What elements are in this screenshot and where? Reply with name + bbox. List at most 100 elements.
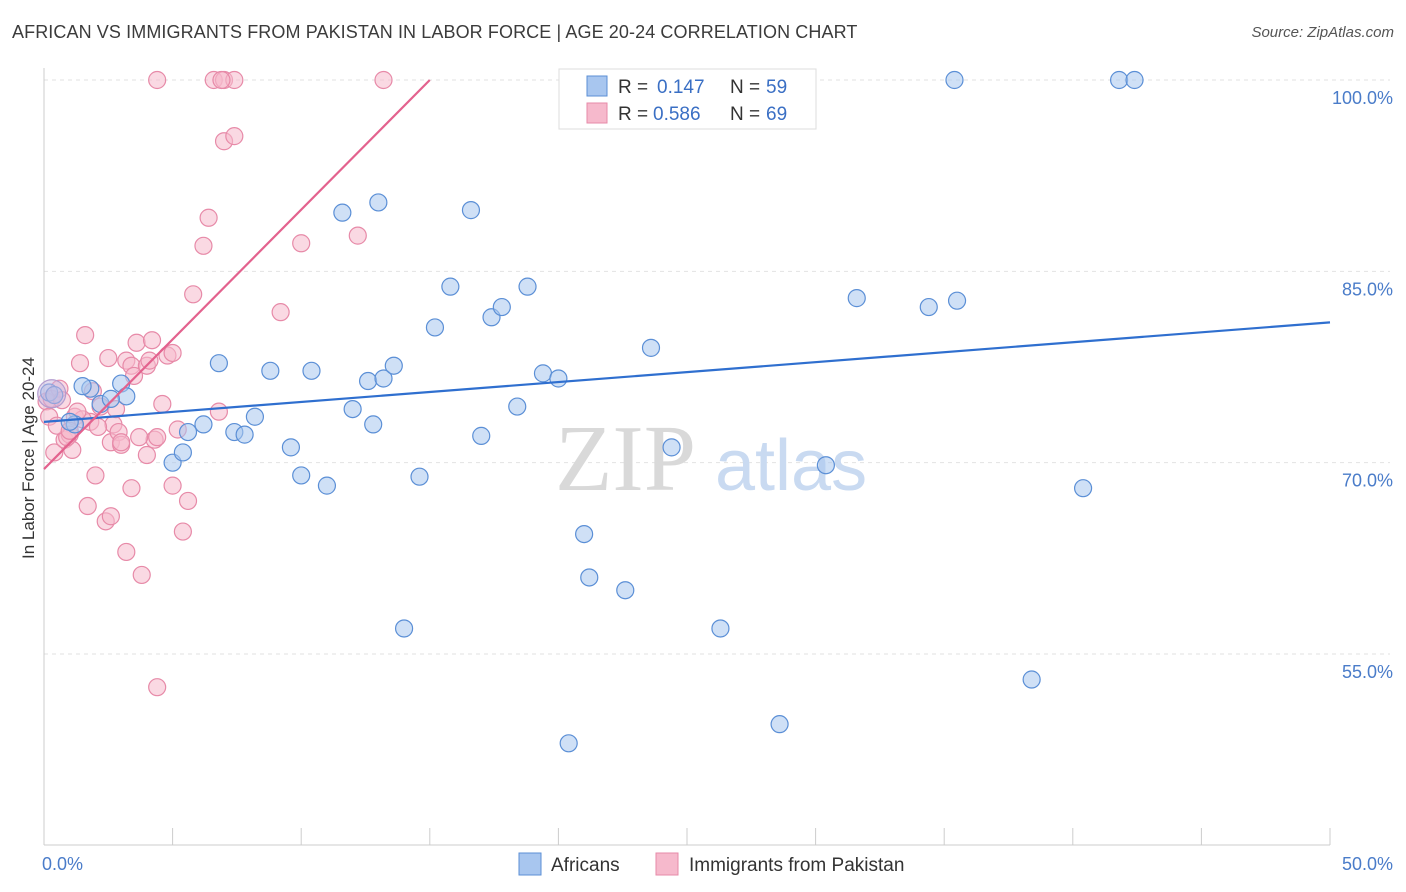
africans-point (662, 438, 681, 457)
pakistan-point (45, 443, 64, 462)
pakistan-point (99, 348, 118, 368)
africans-point (317, 476, 337, 495)
y-tick-label: 85.0% (1342, 279, 1393, 299)
africans-point (374, 369, 393, 388)
pakistan-point (78, 496, 97, 516)
africans-point (333, 203, 352, 222)
pakistan-point (173, 522, 192, 541)
africans-point (292, 466, 311, 485)
pakistan-point (209, 402, 228, 421)
africans-point (492, 297, 511, 317)
africans-point (60, 412, 79, 431)
pakistan-point (140, 351, 159, 370)
pakistan-point (374, 70, 393, 90)
y-tick-label: 100.0% (1332, 88, 1393, 108)
x-tick-label: 50.0% (1342, 854, 1393, 874)
africans-point (1022, 670, 1041, 689)
y-tick-label: 70.0% (1342, 471, 1393, 491)
africans-point (549, 369, 568, 388)
pakistan-point (148, 678, 167, 697)
legend-swatch-africans (586, 75, 608, 97)
bottom-legend-label-africans: Africans (551, 855, 620, 876)
africans-point (1125, 70, 1144, 90)
pakistan-point (148, 70, 167, 90)
africans-point (302, 361, 321, 380)
pakistan-point (212, 70, 231, 90)
pakistan-point (163, 476, 182, 495)
legend-r-value-africans: 0.147 (657, 77, 705, 98)
legend: R = 0.147 N = 59 R = 0.586 N = 69 (558, 68, 817, 130)
pakistan-point (148, 428, 167, 447)
africans-point (394, 619, 414, 638)
pakistan-trendline (43, 79, 431, 470)
africans-point (847, 289, 866, 308)
africans-point (194, 415, 213, 434)
pakistan-point (122, 479, 141, 498)
y-tick-labels: 100.0% 85.0% 70.0% 55.0% (1332, 88, 1393, 682)
africans-point (117, 387, 136, 406)
pakistan-point (194, 236, 213, 255)
africans-point (508, 397, 527, 416)
grid-lines (44, 79, 1390, 655)
pakistan-point (142, 331, 162, 350)
africans-point (945, 70, 964, 90)
series-africans-points (37, 70, 1144, 753)
legend-n-label-pakistan: N = (730, 104, 760, 125)
pakistan-point (101, 507, 120, 526)
trendlines (43, 79, 1331, 470)
pakistan-point (86, 466, 105, 485)
pakistan-point (130, 428, 149, 447)
legend-n-value-pakistan: 69 (766, 104, 787, 125)
africans-point (1073, 479, 1093, 498)
africans-point (245, 407, 265, 426)
africans-point (343, 399, 362, 419)
africans-point (178, 422, 198, 442)
africans-point (384, 356, 403, 375)
bottom-legend: Africans Immigrants from Pakistan (518, 852, 904, 876)
africans-point (616, 581, 635, 600)
africans-point (770, 715, 789, 734)
africans-point (173, 443, 192, 462)
bottom-legend-label-pakistan: Immigrants from Pakistan (689, 855, 904, 876)
chart-title: AFRICAN VS IMMIGRANTS FROM PAKISTAN IN L… (12, 22, 858, 42)
africans-point (472, 426, 491, 445)
africans-point (816, 456, 835, 475)
x-tick-label: 0.0% (42, 854, 83, 874)
africans-point (101, 389, 120, 408)
bottom-legend-swatch-pakistan (655, 852, 679, 876)
pakistan-point (117, 542, 136, 562)
africans-point (947, 291, 967, 310)
africans-point (358, 371, 378, 391)
africans-point (410, 467, 429, 486)
africans-point (369, 193, 388, 212)
pakistan-point (225, 127, 244, 146)
pakistan-point (178, 491, 198, 511)
africans-point (441, 277, 460, 296)
pakistan-point (153, 394, 172, 414)
pakistan-point (271, 303, 290, 322)
africans-point (1109, 70, 1129, 90)
africans-point (261, 361, 280, 380)
x-tick-labels: 0.0% 50.0% (42, 854, 1393, 874)
africans-point (461, 201, 481, 220)
africans-point (580, 568, 599, 587)
pakistan-point (70, 354, 90, 373)
watermark-atlas: atlas (715, 426, 867, 506)
watermark-zip: ZIP (555, 407, 696, 511)
legend-r-label-pakistan: R = (618, 104, 648, 125)
africans-point (711, 619, 730, 638)
pakistan-point (76, 326, 95, 345)
africans-point (281, 438, 301, 457)
africans-trendline (43, 321, 1331, 423)
africans-point (559, 734, 578, 753)
legend-n-label-africans: N = (730, 77, 760, 98)
africans-point (518, 277, 537, 296)
pakistan-point (127, 333, 146, 352)
africans-point (425, 318, 445, 337)
series-pakistan-points (37, 70, 393, 697)
pakistan-point (184, 285, 203, 304)
pakistan-point (163, 343, 182, 363)
pakistan-point (199, 208, 218, 227)
legend-n-value-africans: 59 (766, 77, 787, 98)
